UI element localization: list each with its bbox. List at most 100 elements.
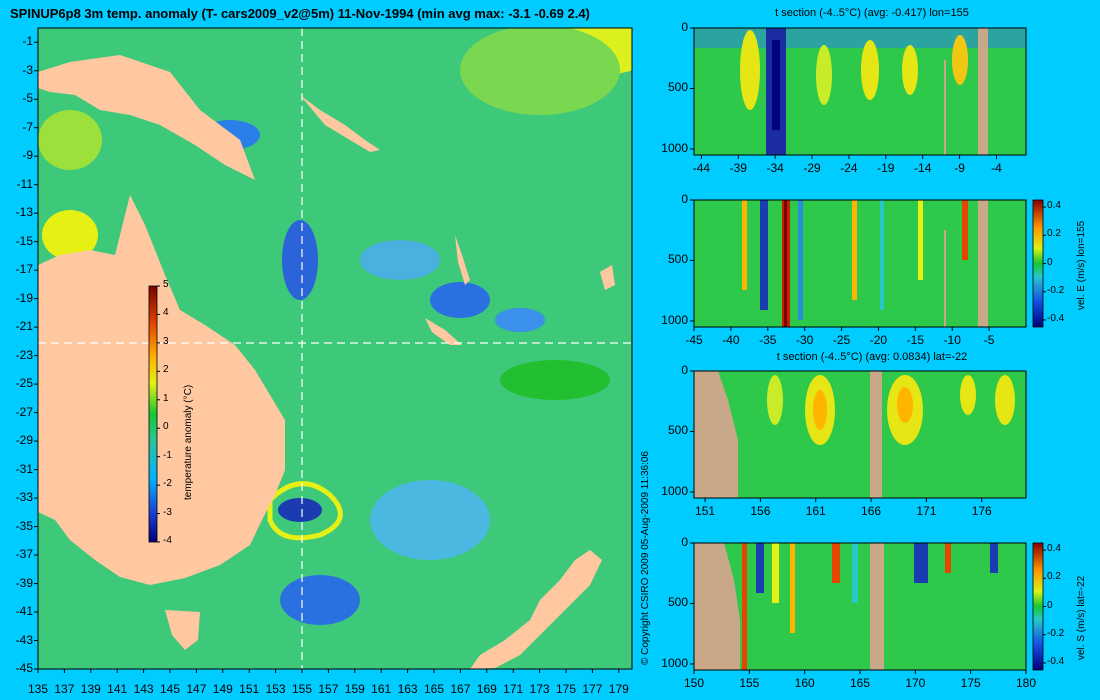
p3-land-mask: [694, 371, 738, 498]
p3-y-tick-label: 0: [681, 363, 688, 377]
p1-x-tick-label: -34: [766, 161, 784, 175]
p2-x-tick-label: -15: [906, 333, 924, 347]
p1-land-mask: [978, 28, 988, 155]
p4-land-mask: [694, 543, 740, 670]
lat-tick-label: -31: [15, 461, 33, 476]
p2-cb-tick-label: 0: [1047, 256, 1053, 268]
p1-x-tick-label: -19: [877, 161, 895, 175]
p1-warm-column: [861, 40, 879, 100]
lon-tick-label: 143: [133, 682, 154, 696]
temperature-colorbar-tick-label: 1: [163, 392, 169, 404]
p1-cold-core: [772, 40, 780, 130]
p4-band: [772, 543, 779, 603]
panel-vel-e: [694, 200, 1026, 327]
p1-title: t section (-4..5°C) (avg: -0.417) lon=15…: [775, 7, 969, 19]
p2-x-tick-label: -35: [759, 333, 777, 347]
p2-cb-tick-label: 0.4: [1047, 200, 1061, 212]
p3-x-tick-label: 151: [695, 504, 716, 518]
p4-band: [742, 543, 747, 670]
p2-x-tick-label: -45: [685, 333, 703, 347]
p2-cb-tick-label: 0.2: [1047, 228, 1061, 240]
p2-band: [962, 200, 968, 260]
lat-tick-label: -19: [15, 290, 33, 305]
p3-warm-column: [995, 375, 1015, 425]
p2-strong-core: [784, 200, 787, 327]
p4-band: [852, 543, 858, 603]
lat-tick-label: -1: [22, 34, 33, 49]
map-ticks: [34, 41, 620, 673]
temperature-colorbar-tick-label: 5: [163, 279, 169, 290]
main-title: SPINUP6p8 3m temp. anomaly (T- cars2009_…: [10, 6, 590, 21]
lon-tick-label: 163: [397, 682, 418, 696]
p2-band: [918, 200, 923, 280]
map-frame: [37, 27, 633, 670]
p4-band: [756, 543, 764, 593]
lat-tick-label: -41: [15, 604, 33, 619]
lon-tick-label: 147: [186, 682, 207, 696]
map-cold-eddy: [282, 220, 318, 300]
lon-tick-label: 169: [476, 682, 497, 696]
lat-tick-label: -21: [15, 319, 33, 334]
vel-e-colorbar-label: vel. E (m/s) lon=155: [1076, 220, 1087, 310]
p4-cb-tick-label: 0.4: [1047, 543, 1061, 555]
land-solomon-islands: [300, 95, 380, 152]
p3-warm-core: [897, 387, 913, 423]
p4-x-tick-label: 150: [683, 676, 705, 690]
temperature-colorbar-label: temperature anomaly (°C): [183, 384, 194, 500]
p4-band: [914, 543, 928, 583]
map-cool-patch: [370, 480, 490, 560]
p2-y-tick-label: 0: [681, 192, 688, 206]
lon-tick-label: 149: [212, 682, 233, 696]
p1-x-tick-label: -44: [692, 161, 711, 175]
p3-warm-column: [960, 375, 976, 415]
lat-tick-label: -7: [22, 119, 33, 134]
p2-band: [798, 200, 803, 320]
p2-land-mask-thin: [944, 230, 946, 327]
lon-tick-label: 175: [555, 682, 577, 696]
vel-s-colorbar-label: vel. S (m/s) lat=-22: [1076, 575, 1087, 660]
temperature-colorbar-tick-label: 2: [163, 364, 169, 376]
map-warm-patch: [42, 210, 98, 260]
p1-land-mask-thin: [944, 60, 946, 155]
p2-band: [852, 200, 857, 300]
p1-x-tick-label: -9: [954, 161, 965, 175]
temperature-colorbar-tick-label: -1: [163, 449, 172, 461]
p2-background: [694, 200, 1026, 327]
lat-tick-label: -37: [15, 547, 33, 562]
lon-tick-label: 153: [265, 682, 286, 696]
lat-tick-label: -3: [22, 62, 33, 77]
p3-ticks: [690, 370, 983, 502]
temperature-colorbar-tick-label: -3: [163, 506, 172, 518]
lon-tick-label: 165: [423, 682, 445, 696]
vel-e-colorbar: [1032, 199, 1044, 328]
lat-tick-label: -15: [15, 233, 33, 248]
p4-cb-tick-label: 0.2: [1047, 571, 1061, 583]
p3-warm-core: [813, 390, 827, 430]
p3-land-mask-col: [870, 371, 882, 498]
temperature-colorbar-tick-label: 0: [163, 421, 169, 433]
p2-x-tick-label: -30: [795, 333, 814, 347]
panel-t-section-lon: [694, 28, 1026, 155]
p4-band: [945, 543, 951, 573]
lat-tick-label: -33: [15, 490, 33, 505]
p3-title: t section (-4..5°C) (avg: 0.0834) lat=-2…: [776, 351, 968, 363]
p3-warm-column: [767, 375, 783, 425]
p2-ticks: [690, 199, 1046, 331]
p4-x-tick-label: 165: [849, 676, 871, 690]
lon-tick-label: 137: [54, 682, 75, 696]
land-new-guinea: [38, 55, 255, 180]
map-cold-eddy: [430, 282, 490, 318]
p4-x-tick-label: 180: [1015, 676, 1037, 690]
lon-tick-label: 159: [344, 682, 365, 696]
p4-y-tick-label: 1000: [661, 655, 688, 670]
p1-x-tick-label: -4: [991, 161, 1002, 175]
lon-tick-label: 157: [318, 682, 339, 696]
p4-cb-tick-label: 0: [1047, 599, 1053, 611]
p2-y-tick-label: 500: [667, 252, 688, 267]
p4-x-tick-label: 175: [960, 676, 981, 690]
lon-tick-label: 171: [503, 682, 524, 696]
p1-warm-column: [902, 45, 918, 95]
p2-x-tick-label: -20: [869, 333, 888, 347]
p3-y-tick-label: 1000: [661, 483, 688, 498]
